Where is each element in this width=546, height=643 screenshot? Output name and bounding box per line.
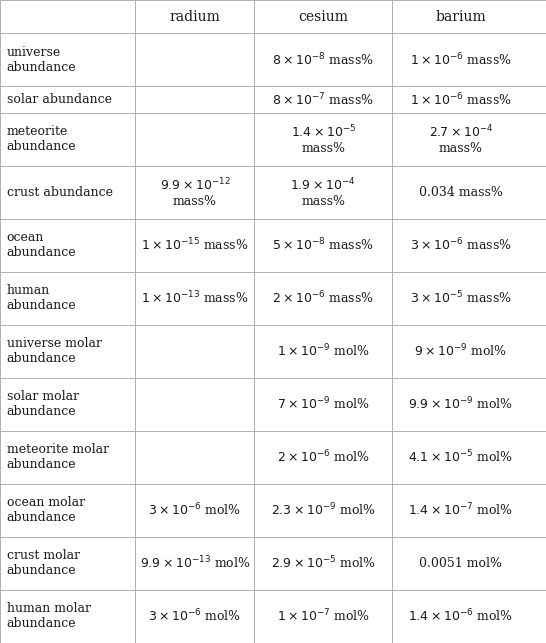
Text: meteorite
abundance: meteorite abundance [7, 125, 76, 154]
Text: 0.034 mass%: 0.034 mass% [419, 186, 503, 199]
Text: ocean molar
abundance: ocean molar abundance [7, 496, 85, 525]
Text: solar molar
abundance: solar molar abundance [7, 390, 79, 419]
Text: $1.4\times10^{-6}$ mol%: $1.4\times10^{-6}$ mol% [408, 608, 513, 625]
Text: crust abundance: crust abundance [7, 186, 112, 199]
Text: $3\times10^{-6}$ mass%: $3\times10^{-6}$ mass% [410, 237, 512, 254]
Text: $2.7\times10^{-4}$
mass%: $2.7\times10^{-4}$ mass% [429, 123, 493, 155]
Text: $1\times10^{-15}$ mass%: $1\times10^{-15}$ mass% [141, 237, 248, 254]
Text: $2\times10^{-6}$ mass%: $2\times10^{-6}$ mass% [272, 290, 374, 307]
Text: solar abundance: solar abundance [7, 93, 111, 106]
Text: universe
abundance: universe abundance [7, 46, 76, 74]
Text: $1\times10^{-9}$ mol%: $1\times10^{-9}$ mol% [277, 343, 370, 360]
Text: $9\times10^{-9}$ mol%: $9\times10^{-9}$ mol% [414, 343, 507, 360]
Text: 0.0051 mol%: 0.0051 mol% [419, 557, 502, 570]
Text: $9.9\times10^{-9}$ mol%: $9.9\times10^{-9}$ mol% [408, 396, 513, 413]
Text: $2\times10^{-6}$ mol%: $2\times10^{-6}$ mol% [277, 449, 370, 466]
Text: $3\times10^{-6}$ mol%: $3\times10^{-6}$ mol% [149, 502, 241, 519]
Text: ocean
abundance: ocean abundance [7, 231, 76, 260]
Text: universe molar
abundance: universe molar abundance [7, 338, 102, 365]
Text: $3\times10^{-6}$ mol%: $3\times10^{-6}$ mol% [149, 608, 241, 625]
Text: $9.9\times10^{-13}$ mol%: $9.9\times10^{-13}$ mol% [140, 555, 250, 572]
Text: crust molar
abundance: crust molar abundance [7, 550, 80, 577]
Text: meteorite molar
abundance: meteorite molar abundance [7, 444, 109, 471]
Text: $1\times10^{-13}$ mass%: $1\times10^{-13}$ mass% [141, 290, 248, 307]
Text: $2.3\times10^{-9}$ mol%: $2.3\times10^{-9}$ mol% [271, 502, 376, 519]
Text: $4.1\times10^{-5}$ mol%: $4.1\times10^{-5}$ mol% [408, 449, 513, 466]
Text: radium: radium [169, 10, 221, 24]
Text: $1.4\times10^{-5}$
mass%: $1.4\times10^{-5}$ mass% [290, 123, 356, 155]
Text: $1.4\times10^{-7}$ mol%: $1.4\times10^{-7}$ mol% [408, 502, 513, 519]
Text: $1.9\times10^{-4}$
mass%: $1.9\times10^{-4}$ mass% [290, 177, 356, 208]
Text: $5\times10^{-8}$ mass%: $5\times10^{-8}$ mass% [272, 237, 374, 254]
Text: $8\times10^{-8}$ mass%: $8\times10^{-8}$ mass% [272, 51, 374, 68]
Text: barium: barium [436, 10, 486, 24]
Text: human
abundance: human abundance [7, 284, 76, 312]
Text: $1\times10^{-7}$ mol%: $1\times10^{-7}$ mol% [277, 608, 370, 625]
Text: cesium: cesium [298, 10, 348, 24]
Text: human molar
abundance: human molar abundance [7, 602, 91, 631]
Text: $7\times10^{-9}$ mol%: $7\times10^{-9}$ mol% [277, 396, 370, 413]
Text: $3\times10^{-5}$ mass%: $3\times10^{-5}$ mass% [410, 290, 512, 307]
Text: $1\times10^{-6}$ mass%: $1\times10^{-6}$ mass% [410, 51, 512, 68]
Text: $9.9\times10^{-12}$
mass%: $9.9\times10^{-12}$ mass% [159, 177, 230, 208]
Text: $1\times10^{-6}$ mass%: $1\times10^{-6}$ mass% [410, 91, 512, 108]
Text: $2.9\times10^{-5}$ mol%: $2.9\times10^{-5}$ mol% [271, 555, 376, 572]
Text: $8\times10^{-7}$ mass%: $8\times10^{-7}$ mass% [272, 91, 374, 108]
